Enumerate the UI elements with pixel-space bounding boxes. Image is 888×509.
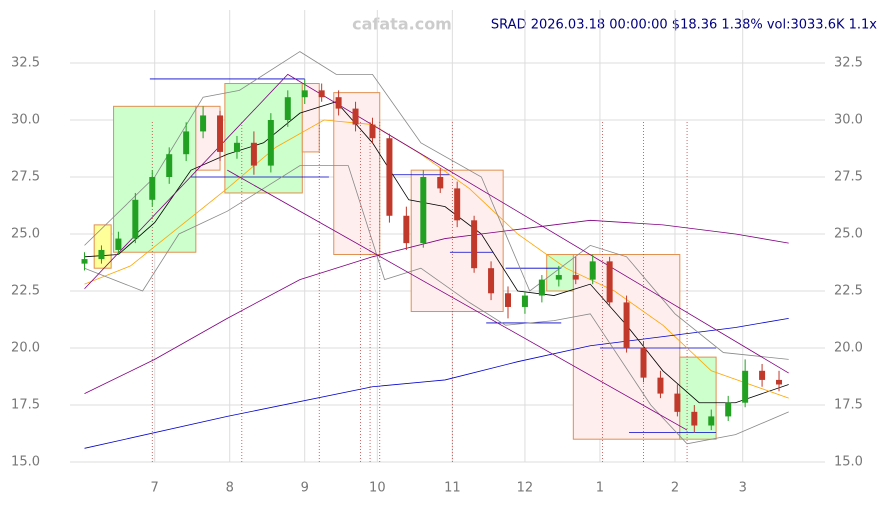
candle-body xyxy=(606,261,613,303)
y-tick-label: 30.0 xyxy=(11,113,40,128)
x-tick-label: 7 xyxy=(151,481,159,496)
candle-body xyxy=(267,120,274,166)
candle-body xyxy=(284,97,291,120)
y-tick-label-right: 15.0 xyxy=(834,455,863,470)
x-tick-label: 1 xyxy=(596,481,604,496)
candle-body xyxy=(132,199,139,239)
candle-body xyxy=(623,302,630,348)
candle-body xyxy=(352,108,359,125)
candle-body xyxy=(217,115,224,152)
candle-body xyxy=(149,177,156,200)
candle-body xyxy=(538,279,545,296)
candle-body xyxy=(98,249,105,260)
y-tick-label: 22.5 xyxy=(11,284,40,299)
candle-body xyxy=(488,268,495,294)
zone-box xyxy=(195,105,221,171)
candle-body xyxy=(386,138,393,216)
candle-body xyxy=(759,370,766,380)
x-tick-label: 10 xyxy=(369,481,386,496)
candle-body xyxy=(674,393,681,412)
candle-body xyxy=(708,416,715,426)
y-tick-label: 17.5 xyxy=(11,398,40,413)
x-tick-label: 2 xyxy=(671,481,679,496)
y-tick-label-right: 32.5 xyxy=(834,56,863,71)
y-tick-label: 20.0 xyxy=(11,341,40,356)
y-tick-label-right: 22.5 xyxy=(834,284,863,299)
candle-body xyxy=(521,295,528,307)
candle-body xyxy=(454,188,461,221)
candle-body xyxy=(166,154,173,177)
candle-body xyxy=(81,259,88,264)
candle-body xyxy=(233,142,240,152)
x-tick-label: 12 xyxy=(517,481,534,496)
candle-body xyxy=(589,261,596,280)
candle-body xyxy=(301,90,308,98)
y-tick-label: 27.5 xyxy=(11,170,40,185)
candle-body xyxy=(183,131,190,155)
y-tick-label-right: 25.0 xyxy=(834,227,863,242)
watermark: cafata.com xyxy=(352,15,452,34)
candle-body xyxy=(572,275,579,280)
x-tick-label: 11 xyxy=(444,481,461,496)
candle-body xyxy=(555,275,562,280)
zone-box xyxy=(93,224,112,269)
candle-body xyxy=(318,90,325,98)
y-tick-label: 32.5 xyxy=(11,56,40,71)
candle-body xyxy=(403,215,410,244)
y-tick-label: 25.0 xyxy=(11,227,40,242)
chart-title: SRAD 2026.03.18 00:00:00 $18.36 1.38% vo… xyxy=(491,18,877,33)
x-tick-label: 9 xyxy=(301,481,309,496)
candle-body xyxy=(335,97,342,109)
candle-body xyxy=(200,115,207,132)
zone-box xyxy=(679,356,717,440)
candle-body xyxy=(776,379,783,385)
candle-body xyxy=(657,377,664,394)
x-tick-label: 3 xyxy=(739,481,747,496)
indicator-line xyxy=(84,219,789,394)
candle-body xyxy=(504,293,511,307)
candle-body xyxy=(250,142,257,166)
y-tick-label-right: 30.0 xyxy=(834,113,863,128)
y-tick-label-right: 27.5 xyxy=(834,170,863,185)
candle-body xyxy=(742,370,749,403)
candle-body xyxy=(369,124,376,139)
y-tick-label-right: 20.0 xyxy=(834,341,863,356)
candle-body xyxy=(115,238,122,250)
candle-body xyxy=(640,348,647,378)
y-tick-label-right: 17.5 xyxy=(834,398,863,413)
x-tick-label: 8 xyxy=(226,481,234,496)
candle-body xyxy=(420,177,427,244)
candle-body xyxy=(691,411,698,426)
indicator-line xyxy=(84,317,789,449)
candle-body xyxy=(725,402,732,417)
candle-body xyxy=(437,177,444,189)
indicator-line xyxy=(84,51,789,360)
indicator-line xyxy=(84,165,789,445)
indicator-line xyxy=(84,101,789,404)
indicator-line xyxy=(84,73,789,374)
zone-box xyxy=(301,83,320,153)
indicator-line xyxy=(227,169,688,431)
candle-body xyxy=(471,220,478,269)
y-tick-label: 15.0 xyxy=(11,455,40,470)
